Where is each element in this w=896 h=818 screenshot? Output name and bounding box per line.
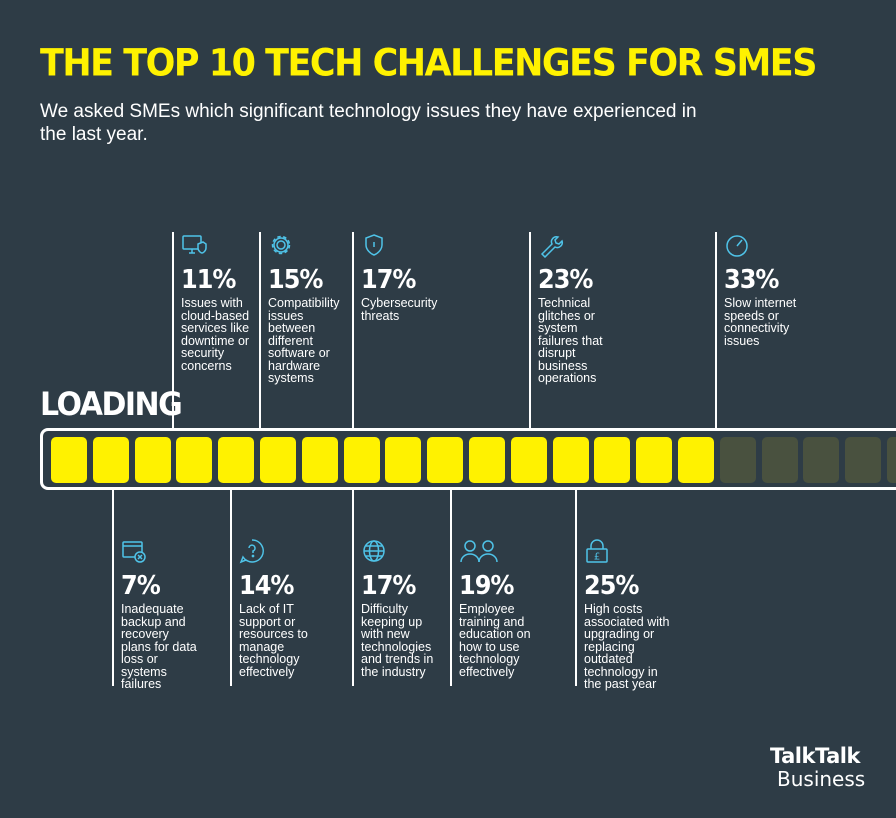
talktalk-business-logo: TalkTalk Business — [770, 745, 865, 791]
globe-icon — [363, 540, 385, 562]
callout-cloud-issues: 11% Issues with cloud-based services lik… — [172, 232, 264, 428]
callout-pct: 14% — [239, 570, 294, 601]
gear-icon — [271, 235, 291, 255]
question-icon — [239, 539, 264, 564]
cloud-monitor-icon — [182, 235, 207, 254]
callout-pct: 33% — [724, 264, 779, 295]
window-error-icon — [122, 541, 146, 563]
callout-backup: 7% Inadequate backup and recovery plans … — [112, 490, 202, 690]
callout-desc: Technical glitches or system failures th… — [538, 296, 603, 385]
callout-desc: Compatibility issues between different s… — [268, 296, 340, 385]
page-subtitle: We asked SMEs which significant technolo… — [40, 101, 697, 145]
callout-pct: 15% — [268, 264, 323, 295]
callout-new-technologies: 17% Difficulty keeping up with new techn… — [352, 490, 444, 686]
callout-slow-internet: 33% Slow internet speeds or connectivity… — [715, 232, 815, 428]
page-title: THE TOP 10 TECH CHALLENGES FOR SMES — [40, 42, 817, 86]
callout-pct: 17% — [361, 264, 416, 295]
callout-pct: 7% — [121, 570, 161, 601]
callout-desc: Lack of IT support or resources to manag… — [239, 602, 308, 679]
shield-icon — [365, 234, 383, 256]
loading-bar-frame — [40, 428, 896, 490]
callout-desc: Issues with cloud-based services like do… — [181, 296, 250, 373]
callout-pct: 11% — [181, 264, 236, 295]
callout-pct: 17% — [361, 570, 416, 601]
callout-compatibility: 15% Compatibility issues between differe… — [259, 232, 351, 428]
logo-line2: Business — [777, 767, 866, 791]
lock-pound-icon: £ — [586, 539, 608, 563]
callout-desc: Inadequate backup and recovery plans for… — [121, 602, 197, 691]
loading-label: LOADING — [40, 386, 183, 424]
callout-it-support: 14% Lack of IT support or resources to m… — [230, 490, 322, 686]
callout-pct: 19% — [459, 570, 514, 601]
wrench-icon — [540, 236, 563, 258]
callout-high-costs: £ 25% High costs associated with upgradi… — [575, 490, 675, 690]
callout-pct: 23% — [538, 264, 593, 295]
logo-line1: TalkTalk — [770, 744, 860, 768]
callout-desc: Employee training and education on how t… — [459, 602, 531, 679]
speedometer-icon — [726, 235, 748, 257]
callout-pct: 25% — [584, 570, 639, 601]
callout-employee-training: 19% Employee training and education on h… — [450, 490, 542, 686]
people-icon — [460, 540, 498, 563]
callout-desc: High costs associated with upgrading or … — [584, 602, 670, 691]
callout-desc: Cybersecurity threats — [361, 296, 438, 323]
callout-technical-glitches: 23% Technical glitches or system failure… — [529, 232, 621, 428]
callout-desc: Slow internet speeds or connectivity iss… — [724, 296, 797, 348]
svg-text:£: £ — [594, 552, 600, 563]
callout-cybersecurity: 17% Cybersecurity threats — [352, 232, 462, 428]
callout-desc: Difficulty keeping up with new technolog… — [361, 602, 434, 679]
